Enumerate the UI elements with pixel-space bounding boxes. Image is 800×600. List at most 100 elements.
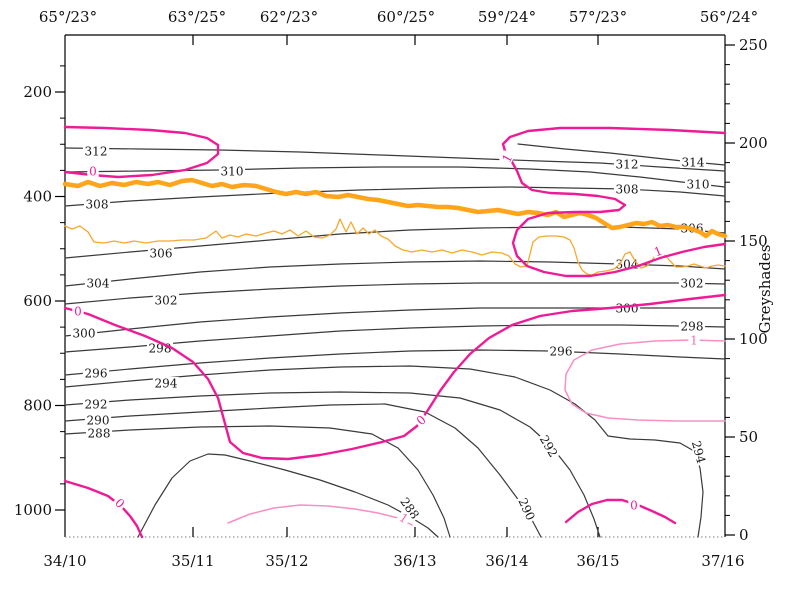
svg-text:294: 294 (155, 377, 178, 391)
bottom-axis-label: 36/14 (485, 552, 528, 570)
contour-label: 296 (547, 345, 575, 359)
magenta-contours-level-0 (63, 125, 220, 179)
contour-label: 310 (684, 178, 712, 192)
svg-text:0: 0 (89, 165, 97, 179)
right-axis-label: 150 (739, 232, 768, 250)
svg-text:298: 298 (681, 320, 704, 334)
right-axis-label: 0 (739, 526, 749, 544)
svg-text:302: 302 (681, 277, 704, 291)
svg-text:0: 0 (74, 305, 82, 319)
bottom-axis-label: 37/16 (701, 552, 744, 570)
contour-label: 0 (628, 499, 640, 513)
contour-label: 1 (395, 509, 413, 526)
contour-label: 294 (152, 377, 180, 391)
right-axis-title: Greyshades (756, 245, 774, 334)
top-axis-label: 57°/23° (569, 8, 627, 26)
svg-text:296: 296 (85, 367, 108, 381)
right-axis-label: 200 (739, 134, 768, 152)
svg-text:310: 310 (687, 178, 710, 192)
top-axis-label: 65°/23° (39, 8, 97, 26)
right-axis-label: 100 (739, 330, 768, 348)
left-axis-label: 400 (23, 188, 52, 206)
contour-line-310 (64, 166, 726, 188)
bottom-axis-label: 35/11 (171, 552, 214, 570)
contour-label: 0 (72, 305, 84, 319)
contour-label: 300 (70, 327, 98, 341)
orange-thin-line (64, 218, 726, 276)
contour-label: 304 (84, 277, 112, 291)
svg-text:312: 312 (616, 158, 639, 172)
left-axis-label: 600 (23, 292, 52, 310)
left-axis-label: 200 (23, 83, 52, 101)
magenta-contours-level-0 (63, 293, 727, 461)
pink-contours-level-1 (564, 339, 726, 422)
bottom-axis-label: 36/13 (393, 552, 436, 570)
svg-text:314: 314 (682, 156, 705, 170)
left-axis-label: 800 (23, 397, 52, 415)
contour-label: 0 (87, 165, 99, 179)
bottom-axis-label: 35/12 (265, 552, 308, 570)
contour-line-298 (64, 324, 726, 353)
contour-label: 308 (613, 183, 641, 197)
contour-line-308 (64, 186, 726, 207)
contour-label: 0 (412, 411, 430, 429)
contour-label: 1 (499, 150, 515, 166)
contour-label: 1 (650, 243, 666, 259)
bottom-axis-label: 36/15 (576, 552, 619, 570)
svg-text:300: 300 (73, 327, 96, 341)
svg-text:304: 304 (87, 277, 110, 291)
contour-label: 292 (82, 398, 110, 412)
right-axis-label: 50 (739, 428, 758, 446)
contour-label: 314 (679, 156, 707, 170)
contour-line-294 (64, 365, 704, 538)
magenta-contours-level-0 (564, 498, 677, 525)
svg-text:0: 0 (630, 499, 638, 513)
top-axis-label: 59°/24° (478, 8, 536, 26)
svg-text:312: 312 (85, 145, 108, 159)
contour-line-288 (64, 425, 451, 538)
contour-label: 1 (688, 334, 700, 348)
svg-text:300: 300 (616, 302, 639, 316)
contour-label: 290 (515, 494, 538, 524)
contour-label: 298 (678, 320, 706, 334)
svg-text:1: 1 (690, 334, 698, 348)
bottom-axis-label: 34/10 (43, 552, 86, 570)
magenta-contours-level-1 (501, 126, 727, 278)
contour-label: 302 (152, 294, 180, 308)
left-axis-label: 1000 (14, 501, 52, 519)
top-axis-label: 63°/25° (168, 8, 226, 26)
svg-text:310: 310 (221, 165, 244, 179)
svg-text:294: 294 (689, 439, 709, 465)
contour-label: 310 (218, 165, 246, 179)
contour-label: 0 (111, 494, 129, 512)
contour-line-290 (64, 403, 542, 538)
contour-label: 306 (147, 247, 175, 261)
contour-line-296 (64, 349, 726, 376)
svg-text:290: 290 (87, 414, 110, 428)
svg-text:288: 288 (88, 427, 111, 441)
contour-label: 312 (613, 158, 641, 172)
svg-text:296: 296 (550, 345, 573, 359)
top-axis-label: 62°/23° (260, 8, 318, 26)
orange-thick-line (62, 177, 728, 239)
svg-text:308: 308 (86, 198, 109, 212)
svg-text:308: 308 (616, 183, 639, 197)
contour-label: 294 (689, 437, 709, 467)
contour-label: 288 (85, 427, 113, 441)
pink-contours-level-1 (227, 504, 413, 526)
contour-line-306 (64, 226, 726, 259)
contour-label: 300 (613, 302, 641, 316)
top-axis-label: 56°/24° (700, 8, 758, 26)
contour-label: 290 (84, 414, 112, 428)
svg-text:306: 306 (150, 247, 173, 261)
contour-label: 308 (83, 198, 111, 212)
contour-label: 312 (82, 145, 110, 159)
top-axis-label: 60°/25° (377, 8, 435, 26)
svg-text:302: 302 (155, 294, 178, 308)
contour-line-286 (137, 453, 439, 538)
contour-line-292 (64, 391, 601, 538)
magenta-contours-level-0 (63, 479, 144, 539)
right-axis-label: 250 (739, 36, 768, 54)
